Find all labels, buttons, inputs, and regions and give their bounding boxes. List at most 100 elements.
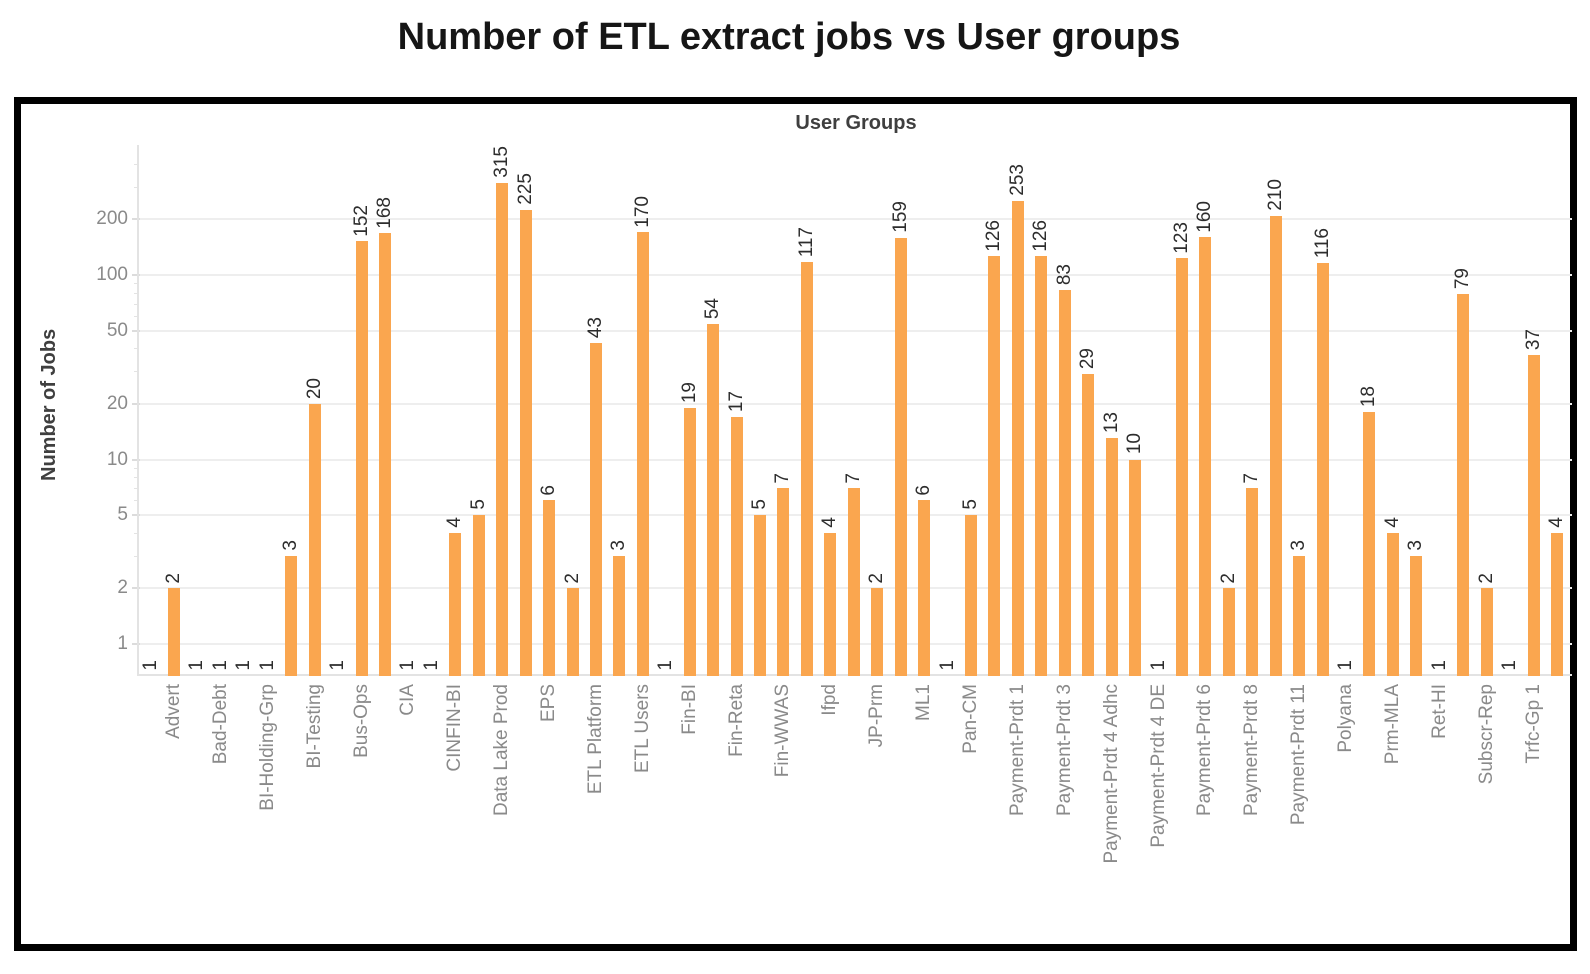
x-tick-label[interactable]: JP-Prm <box>866 684 888 748</box>
x-tick-label[interactable]: Payment-Prdt 8 <box>1241 684 1263 816</box>
y-tick-label: 10 <box>106 448 128 470</box>
x-tick-label[interactable]: CINFIN-BI <box>444 684 466 772</box>
bar[interactable] <box>613 555 626 676</box>
bar[interactable] <box>683 408 696 676</box>
gridline <box>137 329 1572 332</box>
x-tick-label[interactable]: ML1 <box>913 684 935 721</box>
bar[interactable] <box>1316 263 1329 676</box>
y-axis-minor-tick <box>134 303 139 305</box>
bar[interactable] <box>988 256 1001 676</box>
bar[interactable] <box>543 500 556 676</box>
bar[interactable] <box>918 500 931 676</box>
bar-value-label: 3 <box>280 540 302 551</box>
bar-value-label: 1 <box>1335 660 1357 671</box>
x-tick-label[interactable]: ETL Users <box>631 684 653 774</box>
bar[interactable] <box>308 403 321 676</box>
x-tick-label[interactable]: Payment-Prdt 4 DE <box>1147 684 1169 848</box>
bar[interactable] <box>707 324 720 676</box>
bar[interactable] <box>1410 555 1423 676</box>
bar[interactable] <box>566 588 579 676</box>
bar[interactable] <box>168 588 181 676</box>
x-tick-label[interactable]: ETL Platform <box>584 684 606 795</box>
bar-value-label: 1 <box>1499 660 1521 671</box>
x-tick-label[interactable]: Ret-HI <box>1428 684 1450 739</box>
bar[interactable] <box>379 233 391 676</box>
x-tick-label[interactable]: Payment-Prdt 11 <box>1288 684 1310 826</box>
bar[interactable] <box>1293 555 1306 676</box>
y-tick-label: 5 <box>117 504 128 526</box>
bar[interactable] <box>965 515 977 676</box>
x-tick-label[interactable]: Data Lake Prod <box>491 684 513 817</box>
bar-value-label: 2 <box>163 572 185 584</box>
bar[interactable] <box>894 237 907 676</box>
x-tick-label[interactable]: CIA <box>397 684 419 716</box>
x-tick-label[interactable]: Payment-Prdt 4 Adhc <box>1100 684 1122 864</box>
y-tick-label: 100 <box>96 264 128 285</box>
x-tick-label[interactable]: Fin-WWAS <box>772 684 794 778</box>
bar-value-label: 3 <box>1288 540 1310 551</box>
bar[interactable] <box>589 342 602 676</box>
bar[interactable] <box>1551 532 1563 676</box>
x-tick-label[interactable]: Pan-CM <box>960 684 981 754</box>
bar[interactable] <box>1058 289 1071 676</box>
bar[interactable] <box>777 488 790 676</box>
bar-value-label: 2 <box>866 572 888 584</box>
x-tick-label[interactable]: Bad-Debt <box>209 684 231 765</box>
bar[interactable] <box>824 532 837 676</box>
bar[interactable] <box>1269 215 1282 676</box>
bar[interactable] <box>472 515 485 676</box>
x-tick-label[interactable]: Prm-MLA <box>1381 684 1403 765</box>
bar[interactable] <box>449 532 462 676</box>
x-tick-label[interactable]: EPS <box>538 684 560 723</box>
bar[interactable] <box>1386 532 1399 676</box>
bar-value-label: 10 <box>1124 433 1146 455</box>
bar[interactable] <box>1246 488 1259 676</box>
bar[interactable] <box>1035 256 1048 676</box>
bar-value-label: 20 <box>303 377 325 399</box>
y-axis-line <box>137 145 139 676</box>
x-tick-label[interactable]: BI-Holding-Grp <box>256 684 278 811</box>
x-tick-label[interactable]: Ifpd <box>819 684 841 716</box>
y-axis-minor-tick <box>134 500 139 502</box>
y-axis-minor-tick <box>134 315 139 317</box>
bar-value-label: 7 <box>772 472 794 484</box>
bar-value-label: 37 <box>1522 328 1544 350</box>
bar[interactable] <box>1129 459 1142 676</box>
bar[interactable] <box>730 416 743 676</box>
bar[interactable] <box>636 232 649 676</box>
bar[interactable] <box>1222 588 1235 676</box>
bar-value-label: 6 <box>538 484 560 496</box>
x-tick-label[interactable]: Polyana <box>1335 684 1357 753</box>
bar[interactable] <box>1175 258 1188 676</box>
bar[interactable] <box>496 183 509 676</box>
x-tick-label[interactable]: Payment-Prdt 6 <box>1194 684 1216 816</box>
x-tick-label[interactable]: Fin-BI <box>678 684 700 735</box>
x-tick-label[interactable]: Fin-Reta <box>725 684 747 757</box>
bar[interactable] <box>800 262 813 676</box>
bar[interactable] <box>285 555 298 676</box>
bar-value-label: 7 <box>842 472 864 484</box>
bar[interactable] <box>1105 438 1118 676</box>
bar[interactable] <box>1011 200 1024 676</box>
bar[interactable] <box>1363 412 1376 676</box>
bar[interactable] <box>1457 293 1470 676</box>
bar[interactable] <box>1082 374 1095 676</box>
x-tick-label[interactable]: Payment-Prdt 3 <box>1053 684 1075 816</box>
bar[interactable] <box>1199 237 1212 676</box>
bar[interactable] <box>871 588 884 676</box>
bar[interactable] <box>754 515 767 676</box>
bar-value-label: 29 <box>1077 348 1099 370</box>
bar[interactable] <box>847 488 860 676</box>
x-tick-label[interactable]: Trfc-Gp 1 <box>1522 684 1544 764</box>
x-tick-label[interactable]: Subscr-Rep <box>1475 684 1497 785</box>
y-axis-tick <box>132 458 140 461</box>
bar-value-label: 2 <box>561 572 583 584</box>
bar[interactable] <box>1527 354 1540 676</box>
x-tick-label[interactable]: Advert <box>163 684 185 739</box>
x-tick-label[interactable]: Payment-Prdt 1 <box>1006 684 1028 816</box>
bar[interactable] <box>1480 588 1493 676</box>
bar[interactable] <box>519 210 532 676</box>
x-tick-label[interactable]: Bus-Ops <box>350 684 372 758</box>
bar[interactable] <box>355 241 368 676</box>
x-tick-label[interactable]: BI-Testing <box>303 684 325 769</box>
